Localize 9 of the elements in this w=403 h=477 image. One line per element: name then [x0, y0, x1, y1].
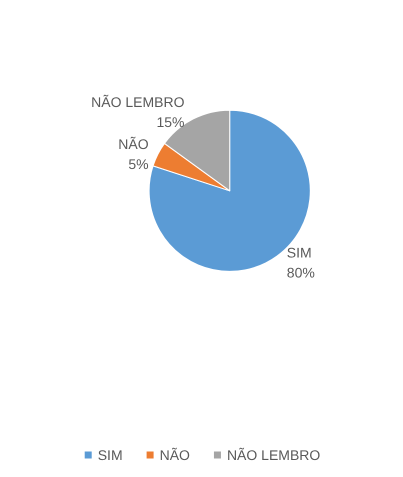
data-label: 80% [286, 264, 315, 280]
data-label: 5% [128, 156, 149, 172]
legend-label: NÃO [160, 447, 190, 463]
legend-label: NÃO LEMBRO [226, 447, 320, 463]
legend-label: SIM [98, 447, 123, 463]
slice-label: NÃO [118, 136, 149, 152]
slice-label: SIM [286, 244, 312, 260]
slice-label: NÃO LEMBRO [91, 94, 185, 110]
data-label: 15% [156, 114, 184, 130]
